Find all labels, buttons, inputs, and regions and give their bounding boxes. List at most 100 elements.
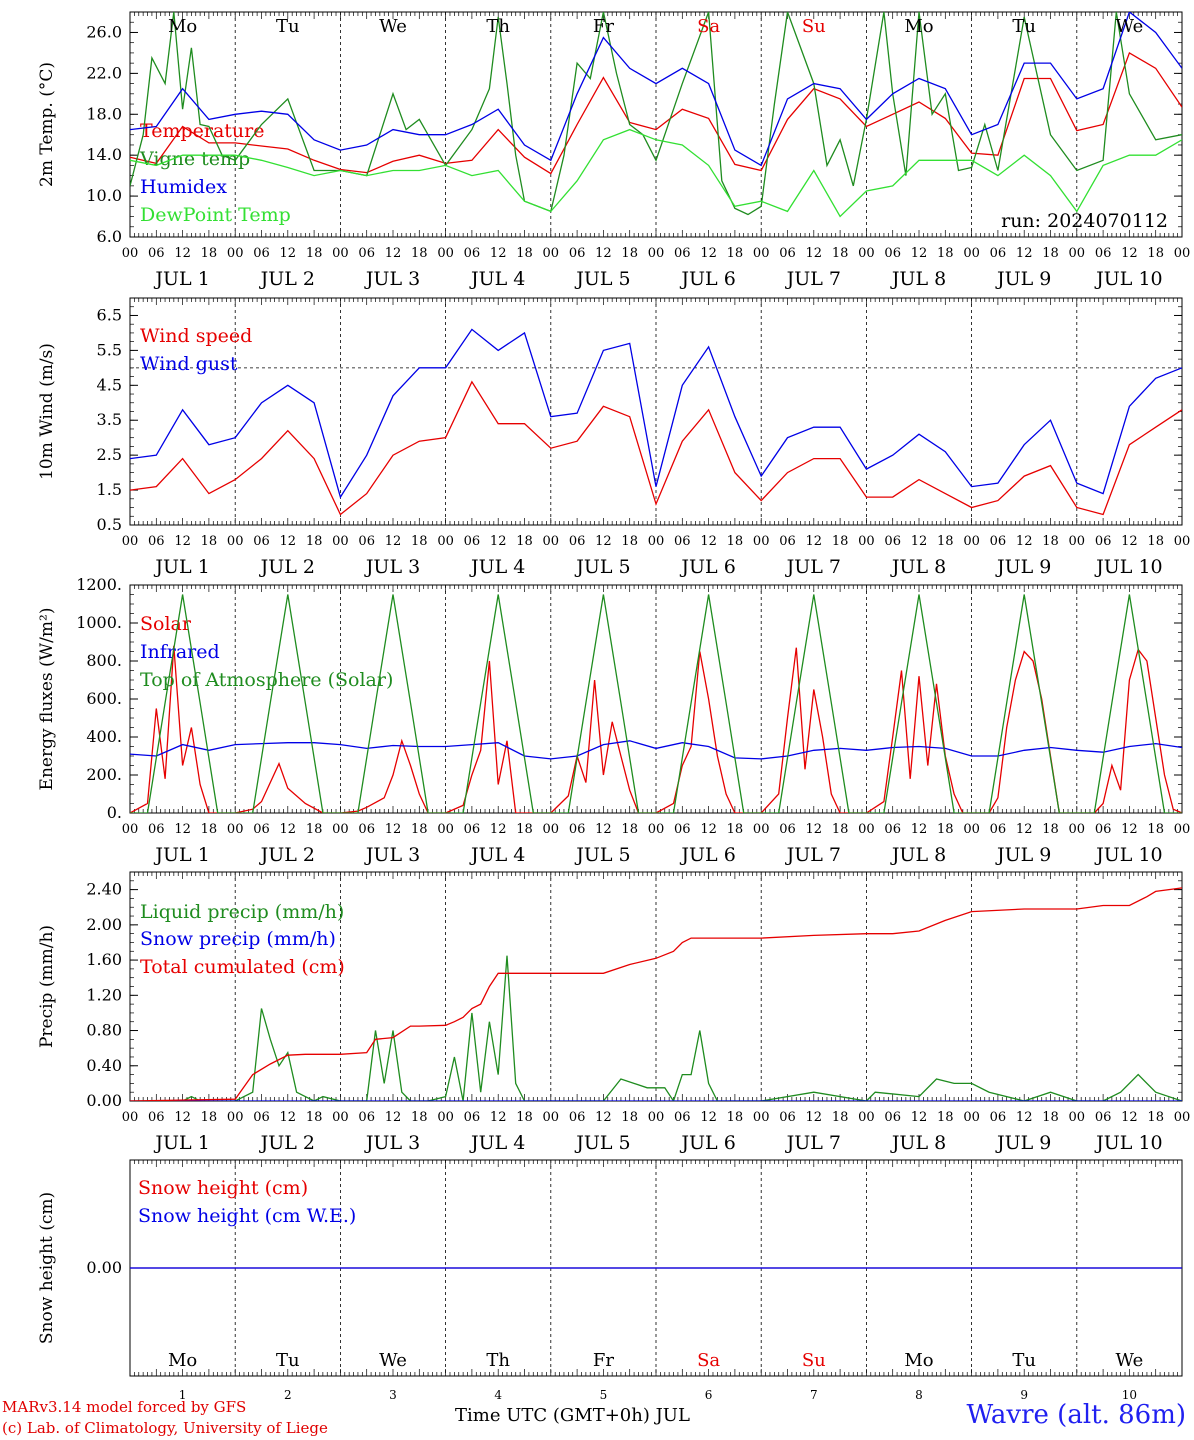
hour-tick-label: 06 <box>358 822 375 837</box>
hour-tick-label: 00 <box>858 1110 875 1125</box>
hour-tick-label: 06 <box>884 246 901 261</box>
hour-tick-label: 12 <box>385 246 402 261</box>
legend-top-of-atmosphere-solar-: Top of Atmosphere (Solar) <box>140 669 393 691</box>
hour-tick-label: 12 <box>490 1110 507 1125</box>
hour-tick-label: 00 <box>543 246 560 261</box>
hour-tick-label: 18 <box>201 534 218 549</box>
weekday-label: Sa <box>697 16 720 37</box>
y-axis-label: Energy fluxes (W/m²) <box>37 608 57 791</box>
date-label: JUL 1 <box>153 268 209 290</box>
y-tick-label: 22.0 <box>86 63 122 82</box>
series-line-vigne-temp <box>130 12 1182 216</box>
hour-tick-label: 12 <box>700 534 717 549</box>
hour-tick-label: 06 <box>1095 534 1112 549</box>
legend-infrared: Infrared <box>140 641 220 663</box>
weekday-label: Mo <box>168 1350 197 1371</box>
hour-tick-label: 00 <box>543 1110 560 1125</box>
hour-tick-label: 00 <box>648 246 665 261</box>
weekday-label: Fr <box>593 16 614 37</box>
hour-tick-label: 12 <box>385 1110 402 1125</box>
hour-tick-label: 18 <box>516 1110 533 1125</box>
hour-tick-label: 12 <box>911 1110 928 1125</box>
hour-tick-label: 12 <box>1121 246 1138 261</box>
day-number-label: 1 <box>179 1388 187 1402</box>
day-number-label: 8 <box>915 1388 923 1402</box>
y-tick-label: 0.00 <box>86 1258 122 1277</box>
hour-tick-label: 18 <box>1042 534 1059 549</box>
day-number-label: 5 <box>600 1388 608 1402</box>
hour-tick-label: 00 <box>963 822 980 837</box>
weekday-label: Sa <box>697 1350 720 1371</box>
hour-tick-label: 12 <box>806 534 823 549</box>
hour-tick-label: 06 <box>358 534 375 549</box>
y-tick-label: 3.5 <box>97 410 122 429</box>
y-tick-label: 2.5 <box>97 445 122 464</box>
hour-tick-label: 06 <box>990 534 1007 549</box>
date-label: JUL 4 <box>469 844 525 866</box>
hour-tick-label: 12 <box>490 822 507 837</box>
day-number-label: 6 <box>705 1388 713 1402</box>
hour-tick-label: 00 <box>332 1110 349 1125</box>
weekday-label: Fr <box>593 1350 614 1371</box>
y-tick-label: 0.00 <box>86 1091 122 1110</box>
hour-tick-label: 18 <box>727 822 744 837</box>
hour-tick-label: 06 <box>148 822 165 837</box>
hour-tick-label: 12 <box>595 1110 612 1125</box>
hour-tick-label: 00 <box>122 246 139 261</box>
hour-tick-label: 00 <box>227 1110 244 1125</box>
hour-tick-label: 18 <box>727 246 744 261</box>
date-label: JUL 5 <box>574 556 630 578</box>
legend-dewpoint-temp: DewPoint Temp <box>140 204 291 226</box>
y-tick-label: 4.5 <box>97 375 122 394</box>
station-name: Wavre (alt. 86m) <box>966 1400 1186 1430</box>
date-label: JUL 4 <box>469 1132 525 1154</box>
hour-tick-label: 12 <box>490 246 507 261</box>
hour-tick-label: 12 <box>1016 534 1033 549</box>
hour-tick-label: 18 <box>516 822 533 837</box>
series-line-infrared <box>130 740 1182 760</box>
series-line-humidex <box>130 12 1182 167</box>
hour-tick-label: 06 <box>779 534 796 549</box>
date-label: JUL 10 <box>1094 268 1162 290</box>
date-label: JUL 7 <box>785 268 841 290</box>
hour-tick-label: 00 <box>1174 1110 1191 1125</box>
hour-tick-label: 06 <box>569 1110 586 1125</box>
hour-tick-label: 18 <box>832 822 849 837</box>
hour-tick-label: 00 <box>437 822 454 837</box>
hour-tick-label: 12 <box>490 534 507 549</box>
hour-tick-label: 12 <box>911 534 928 549</box>
date-label: JUL 2 <box>259 1132 315 1154</box>
hour-tick-label: 06 <box>990 1110 1007 1125</box>
hour-tick-label: 18 <box>937 534 954 549</box>
y-axis-label: 10m Wind (m/s) <box>37 343 57 480</box>
hour-tick-label: 06 <box>884 1110 901 1125</box>
y-axis-label: Precip (mm/h) <box>37 925 57 1048</box>
y-tick-label: 14.0 <box>86 145 122 164</box>
hour-tick-label: 00 <box>1069 1110 1086 1125</box>
hour-tick-label: 12 <box>174 534 191 549</box>
date-label: JUL 3 <box>364 1132 420 1154</box>
hour-tick-label: 00 <box>543 534 560 549</box>
y-axis-label: Snow height (cm) <box>37 1192 57 1344</box>
legend-temperature: Temperature <box>140 120 264 142</box>
hour-tick-label: 18 <box>1042 822 1059 837</box>
weekday-label: Tu <box>276 1350 300 1371</box>
date-label: JUL 7 <box>785 1132 841 1154</box>
date-label: JUL 10 <box>1094 1132 1162 1154</box>
date-label: JUL 9 <box>995 268 1051 290</box>
date-label: JUL 3 <box>364 556 420 578</box>
hour-tick-label: 18 <box>201 822 218 837</box>
hour-tick-label: 18 <box>1147 822 1164 837</box>
y-tick-label: 18.0 <box>86 104 122 123</box>
hour-tick-label: 12 <box>1121 822 1138 837</box>
hour-tick-label: 12 <box>174 1110 191 1125</box>
hour-tick-label: 00 <box>122 822 139 837</box>
hour-tick-label: 00 <box>753 534 770 549</box>
date-label: JUL 2 <box>259 268 315 290</box>
hour-tick-label: 00 <box>858 246 875 261</box>
hour-tick-label: 06 <box>674 246 691 261</box>
hour-tick-label: 06 <box>464 534 481 549</box>
hour-tick-label: 18 <box>1147 534 1164 549</box>
hour-tick-label: 18 <box>621 246 638 261</box>
hour-tick-label: 00 <box>753 1110 770 1125</box>
